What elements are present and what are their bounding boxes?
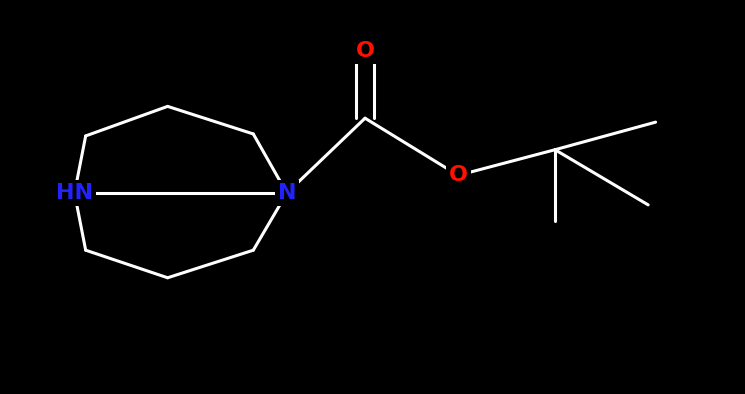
- Text: O: O: [448, 165, 468, 185]
- Text: N: N: [278, 183, 296, 203]
- Text: HN: HN: [56, 183, 93, 203]
- Text: O: O: [355, 41, 375, 61]
